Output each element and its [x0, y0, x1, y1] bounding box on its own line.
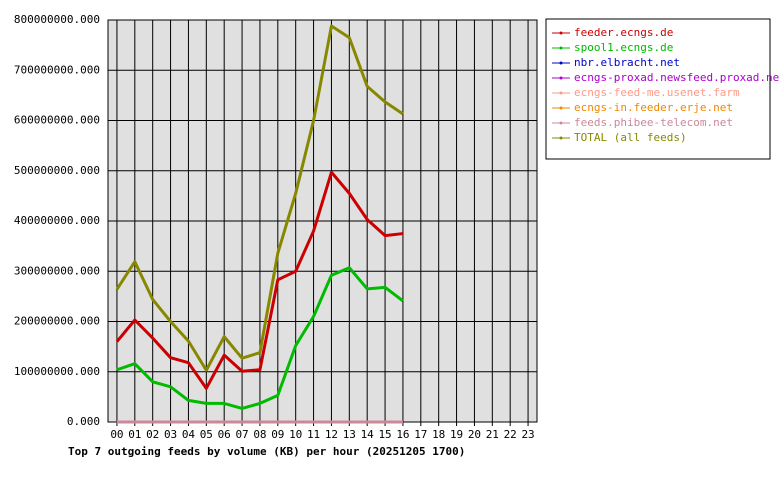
- legend-label: feeder.ecngs.de: [574, 26, 673, 39]
- x-tick-label: 05: [200, 428, 213, 441]
- legend-label: ecngs-in.feeder.erje.net: [574, 101, 733, 114]
- x-tick-label: 03: [164, 428, 177, 441]
- x-tick-label: 21: [486, 428, 499, 441]
- x-tick-label: 00: [110, 428, 123, 441]
- x-tick-label: 19: [450, 428, 463, 441]
- x-tick-label: 22: [504, 428, 517, 441]
- y-tick-label: 400000000.000: [14, 214, 100, 227]
- legend-label: ecngs-proxad.newsfeed.proxad.net: [574, 71, 780, 84]
- y-tick-label: 700000000.000: [14, 63, 100, 76]
- x-tick-label: 16: [396, 428, 409, 441]
- x-tick-label: 20: [468, 428, 481, 441]
- legend-marker: [559, 61, 563, 65]
- legend-marker: [559, 121, 563, 125]
- x-tick-label: 23: [521, 428, 534, 441]
- x-tick-label: 15: [378, 428, 391, 441]
- y-tick-label: 300000000.000: [14, 264, 100, 277]
- legend-label: ecngs-feed-me.usenet.farm: [574, 86, 740, 99]
- x-tick-label: 12: [325, 428, 338, 441]
- chart-title: Top 7 outgoing feeds by volume (KB) per …: [68, 445, 465, 458]
- x-tick-label: 07: [235, 428, 248, 441]
- legend-marker: [559, 31, 563, 35]
- x-tick-label: 13: [343, 428, 356, 441]
- y-tick-label: 600000000.000: [14, 114, 100, 127]
- legend-marker: [559, 91, 563, 95]
- series-line: [115, 24, 404, 372]
- legend-marker: [559, 136, 563, 140]
- x-tick-label: 06: [218, 428, 231, 441]
- x-tick-label: 08: [253, 428, 266, 441]
- x-tick-label: 18: [432, 428, 445, 441]
- x-tick-label: 14: [361, 428, 375, 441]
- x-tick-label: 17: [414, 428, 427, 441]
- x-tick-label: 02: [146, 428, 159, 441]
- legend-label: nbr.elbracht.net: [574, 56, 680, 69]
- y-tick-label: 500000000.000: [14, 164, 100, 177]
- legend-label: spool1.ecngs.de: [574, 41, 673, 54]
- legend-box: [545, 18, 771, 160]
- series-line: [116, 266, 404, 410]
- y-tick-label: 200000000.000: [14, 315, 100, 328]
- y-tick-label: 100000000.000: [14, 365, 100, 378]
- x-tick-label: 09: [271, 428, 284, 441]
- x-tick-label: 04: [182, 428, 196, 441]
- series-line: [115, 170, 404, 390]
- legend-label: feeds.phibee-telecom.net: [574, 116, 733, 129]
- x-tick-label: 11: [307, 428, 320, 441]
- legend-marker: [559, 76, 563, 80]
- x-tick-label: 01: [128, 428, 141, 441]
- y-tick-label: 800000000.000: [14, 13, 100, 26]
- legend-marker: [559, 46, 563, 50]
- x-tick-label: 10: [289, 428, 302, 441]
- legend-marker: [559, 106, 563, 110]
- y-tick-label: 0.000: [67, 415, 100, 428]
- legend-label: TOTAL (all feeds): [574, 131, 687, 144]
